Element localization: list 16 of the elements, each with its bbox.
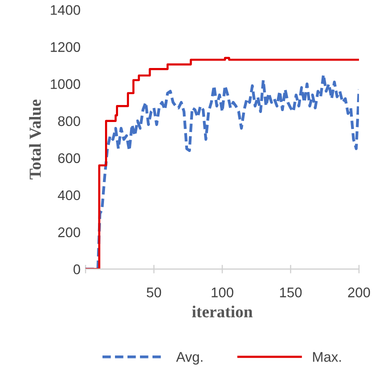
y-tick-label: 600 <box>58 153 80 164</box>
legend-label: Max. <box>313 352 341 362</box>
x-axis-title: iteration <box>192 306 253 318</box>
x-tick-label: 150 <box>280 288 302 298</box>
y-tick-label: 0 <box>74 264 80 274</box>
y-tick-label: 200 <box>58 227 80 238</box>
x-tick-label: 100 <box>212 288 234 298</box>
y-axis-title: Total Value <box>29 100 41 180</box>
legend-label: Avg. <box>176 352 202 365</box>
y-tick-label: 1200 <box>50 42 80 52</box>
y-tick-label: 1400 <box>50 5 80 15</box>
x-tick-label: 50 <box>146 288 162 298</box>
y-tick-label: 400 <box>58 190 80 200</box>
y-tick-label: 1000 <box>50 79 80 90</box>
x-tick-label: 200 <box>348 288 370 298</box>
y-tick-label: 800 <box>58 116 80 126</box>
